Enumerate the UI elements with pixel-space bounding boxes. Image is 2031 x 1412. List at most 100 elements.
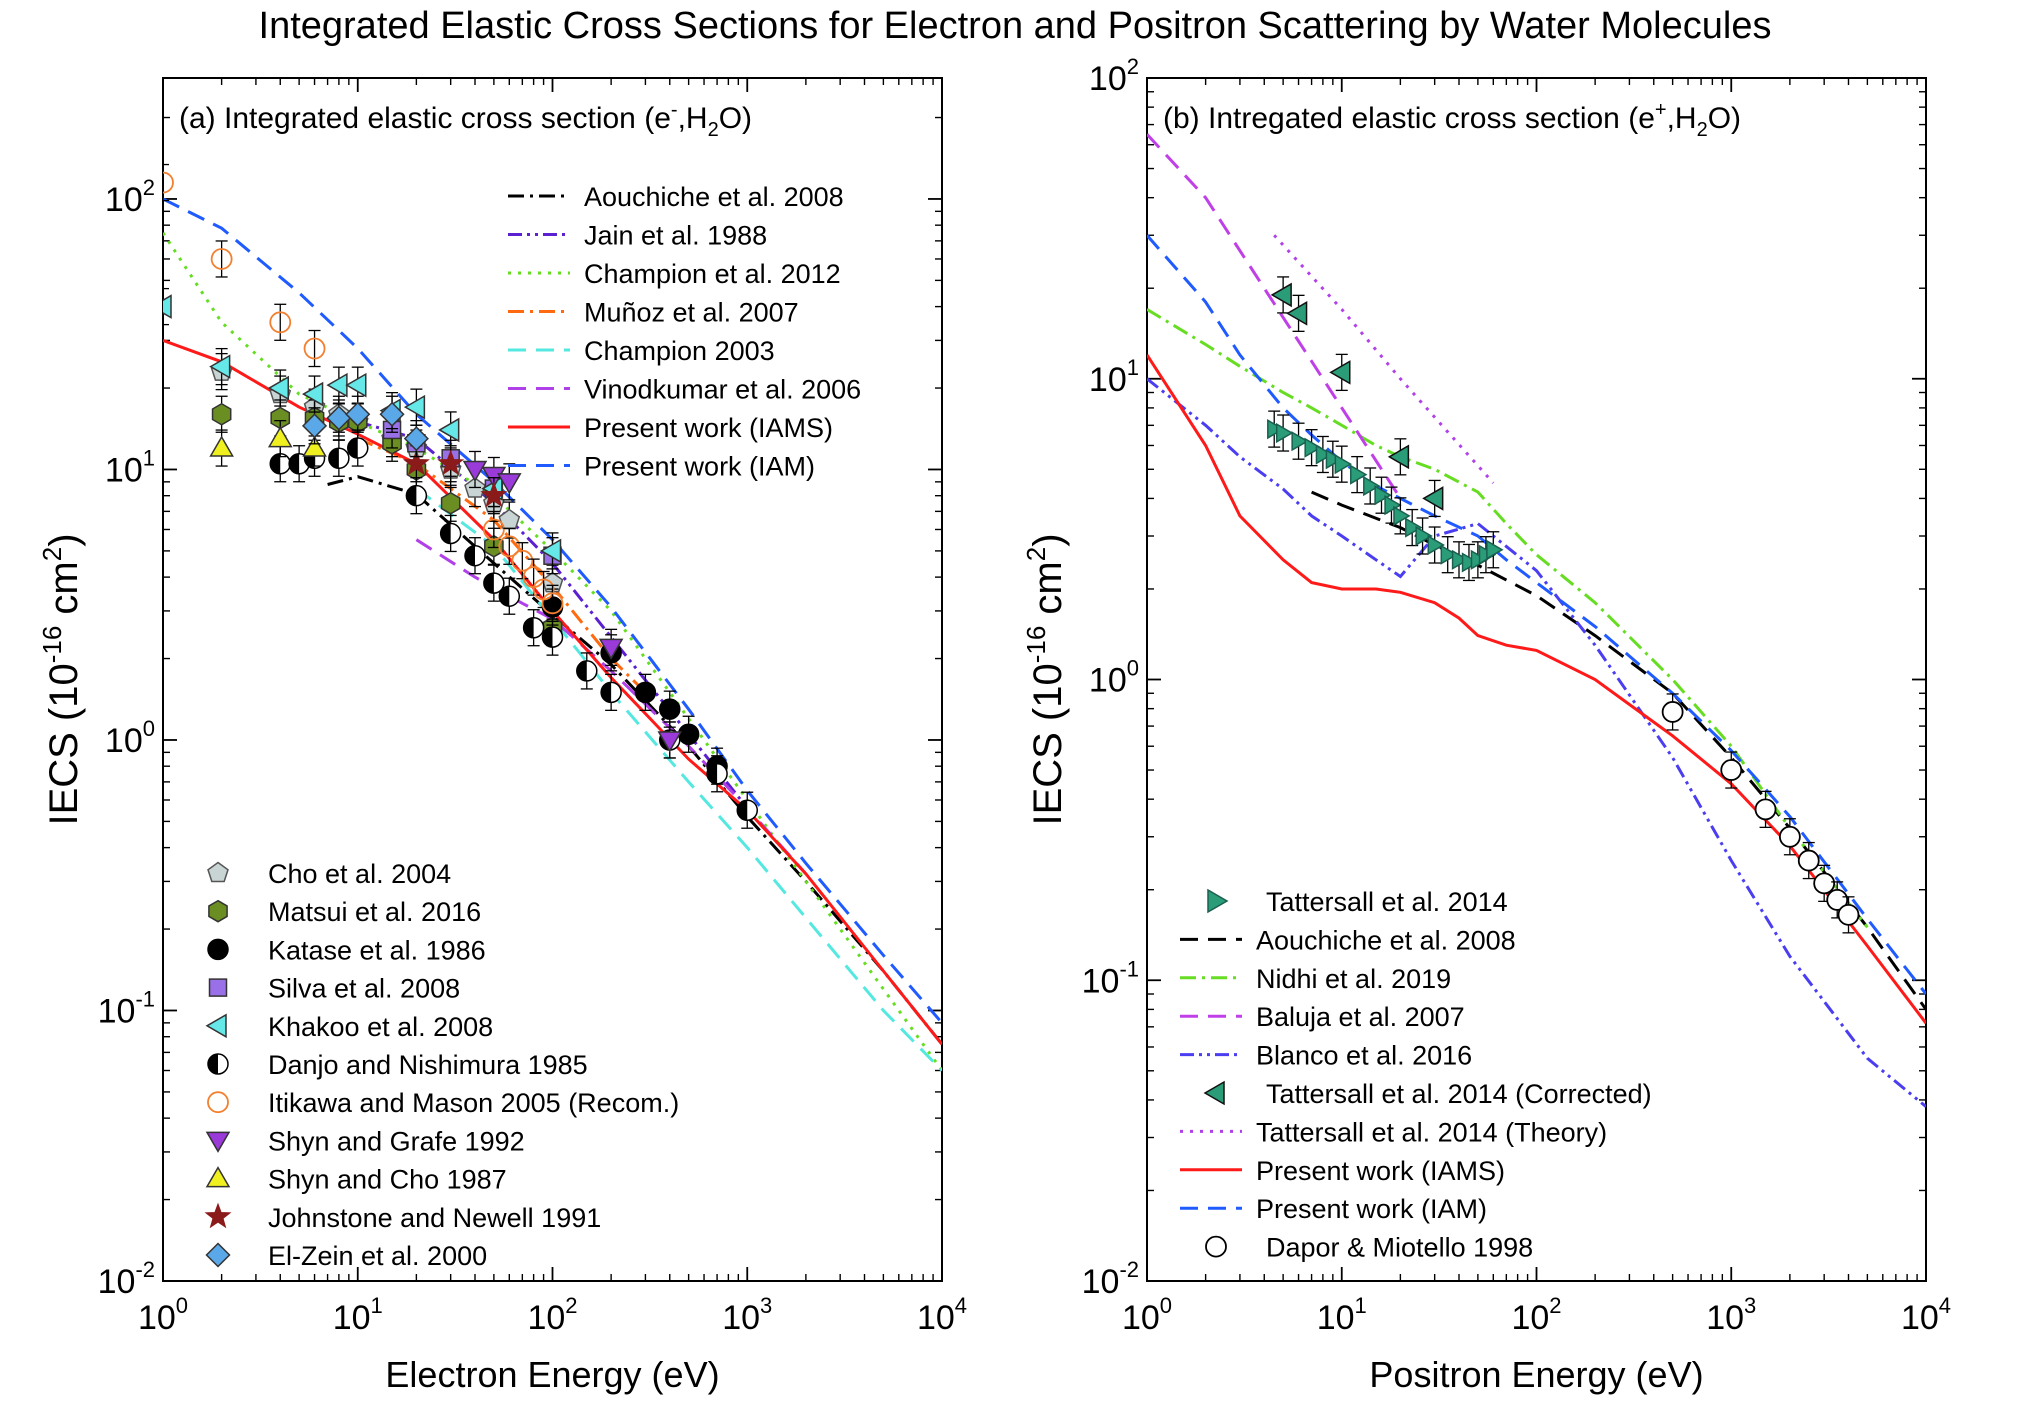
legend-label: Danjo and Nishimura 1985 [268, 1050, 588, 1080]
data-point [1329, 360, 1351, 385]
legend-label: Vinodkumar et al. 2006 [584, 375, 861, 405]
data-point [1813, 872, 1836, 895]
x-tick-label: 103 [722, 1293, 772, 1337]
x-tick-label: 103 [1706, 1293, 1756, 1337]
legend-marker-swatch [1203, 1080, 1225, 1106]
y-tick-label: 10-1 [1082, 956, 1139, 1000]
data-point [677, 723, 700, 745]
data-point [303, 337, 326, 360]
x-tick-label: 102 [1511, 1293, 1561, 1337]
legend-label: Cho et al. 2004 [268, 859, 451, 889]
panel-label: (a) Integrated elastic cross section (e-… [179, 99, 752, 141]
data-point [328, 447, 350, 470]
data-point [267, 426, 293, 448]
series-line [1147, 354, 1926, 1025]
panel-a: 100 101 102 103 104 10-2 10-1 100 101 102 Electron… [37, 77, 967, 1395]
data-point [1415, 525, 1433, 547]
legend-marker-swatch [205, 1013, 227, 1039]
y-tick-label: 10-1 [98, 986, 155, 1030]
legend-label: Present work (IAMS) [584, 413, 833, 443]
data-point [1315, 444, 1334, 465]
data-point [498, 535, 521, 558]
series-line [1147, 308, 1869, 929]
series-line [163, 231, 942, 1072]
data-point [1393, 505, 1411, 526]
x-tick-label: 101 [333, 1293, 383, 1337]
data-point [438, 417, 460, 443]
series-line [1147, 234, 1926, 995]
legend-label: Johnstone and Newell 1991 [268, 1203, 601, 1233]
data-point [1778, 825, 1801, 848]
series-line [1311, 490, 1926, 1011]
legend-label: Shyn and Grafe 1992 [268, 1126, 525, 1156]
data-point [379, 401, 405, 427]
data-point [1270, 282, 1292, 308]
data-point [462, 460, 488, 482]
data-point [347, 437, 369, 459]
legend-marker-swatch [205, 1131, 231, 1153]
legend-marker-swatch [207, 1053, 229, 1075]
data-point [496, 473, 522, 495]
data-point [482, 518, 505, 541]
data-point [1661, 701, 1684, 723]
data-point [209, 435, 234, 457]
series-line [1147, 377, 1926, 1108]
data-point [1440, 544, 1459, 565]
data-point [1405, 517, 1423, 538]
legend-label: Present work (IAM) [1256, 1194, 1487, 1224]
plot-area [1147, 133, 1926, 1108]
data-point [1427, 534, 1445, 556]
y-axis-label: IECS (10-16 cm2) [37, 533, 86, 825]
data-point [464, 544, 486, 567]
x-axis-label: Electron Energy (eV) [385, 1354, 719, 1395]
data-point [598, 638, 624, 660]
series-line [1147, 133, 1402, 500]
data-point [269, 311, 292, 334]
data-point [163, 171, 174, 194]
panel-b: 100 101 102 103 104 10-2 10-1 100 101 102 Positron… [1021, 54, 1951, 1395]
data-point [1837, 903, 1860, 926]
legend-marker-swatch [1207, 888, 1229, 914]
data-point [267, 375, 290, 401]
data-point [403, 426, 429, 452]
data-point [576, 660, 598, 682]
legend-marker-swatch [208, 978, 228, 997]
data-point [345, 372, 367, 398]
y-tick-label: 101 [105, 445, 155, 489]
legend-label: Aouchiche et al. 2008 [584, 182, 844, 212]
data-point [1363, 475, 1381, 497]
data-point [1286, 301, 1308, 326]
data-point [405, 484, 428, 507]
data-point [1275, 422, 1294, 444]
data-point [1384, 495, 1402, 516]
data-point [600, 681, 622, 704]
series-line [1273, 234, 1495, 484]
data-point [657, 731, 683, 753]
data-point [269, 452, 292, 475]
y-tick-label: 102 [1089, 54, 1139, 98]
y-tick-label: 10-2 [98, 1257, 155, 1301]
y-tick-label: 101 [1089, 355, 1139, 399]
series-line [415, 487, 942, 1072]
data-point [706, 763, 728, 785]
x-tick-label: 104 [1901, 1293, 1951, 1337]
legend-marker-swatch [205, 1242, 231, 1268]
data-point [210, 248, 233, 270]
data-point [634, 681, 657, 704]
legend-label: Dapor & Miotello 1998 [1266, 1233, 1533, 1263]
data-point [1451, 549, 1470, 570]
legend-label: Aouchiche et al. 2008 [1256, 925, 1516, 955]
x-tick-label: 104 [917, 1293, 967, 1337]
data-point [1422, 486, 1444, 511]
legend-marker-swatch [208, 899, 228, 923]
legend-label: Tattersall et al. 2014 (Corrected) [1266, 1079, 1652, 1109]
data-point [1720, 759, 1743, 781]
legend-label: Present work (IAM) [584, 452, 815, 482]
legend-label: Muñoz et al. 2007 [584, 298, 799, 328]
data-point [403, 394, 426, 420]
data-point [1374, 485, 1392, 506]
legend-label: Matsui et al. 2016 [268, 897, 481, 927]
x-tick-label: 100 [138, 1293, 188, 1337]
data-point [483, 572, 505, 594]
